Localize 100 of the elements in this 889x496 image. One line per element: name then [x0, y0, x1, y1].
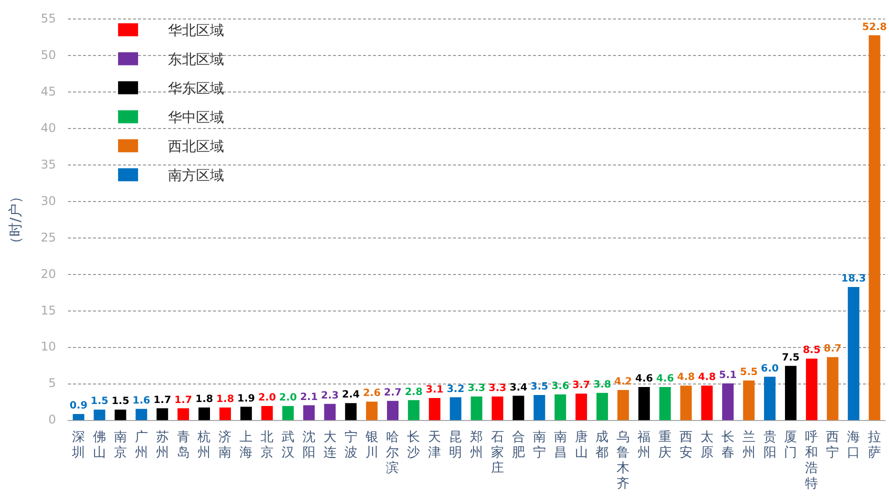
y-tick-label: 5: [48, 376, 56, 390]
legend-label: 南方区域: [168, 168, 224, 184]
bar: [303, 405, 315, 420]
x-tick-label: 成都: [596, 430, 609, 460]
x-tick-label: 广州: [134, 430, 148, 460]
bar: [324, 404, 336, 420]
y-axis-title: （时/户）: [8, 190, 24, 250]
bar: [868, 35, 880, 420]
bar: [94, 410, 106, 420]
data-label: 8.7: [824, 344, 842, 355]
x-tick-label: 太原: [700, 430, 714, 460]
data-label: 3.3: [488, 383, 506, 394]
y-tick-label: 10: [40, 340, 56, 354]
bar: [450, 397, 462, 420]
bar: [386, 400, 399, 420]
x-tick-label: 呼和浩特: [805, 430, 818, 492]
bar: [512, 396, 524, 420]
bar: [806, 358, 818, 420]
data-label: 3.3: [468, 383, 486, 394]
x-tick-label: 福州: [638, 430, 651, 460]
x-tick-label: 拉萨: [868, 430, 882, 460]
legend-label: 华东区域: [168, 80, 224, 97]
legend-label: 东北区域: [168, 52, 224, 68]
bar: [848, 287, 860, 420]
data-label: 4.6: [656, 374, 674, 385]
y-tick-label: 30: [40, 194, 56, 208]
bar: [680, 386, 692, 420]
y-tick-label: 45: [40, 84, 56, 98]
bar: [156, 408, 168, 420]
data-label: 18.3: [841, 274, 866, 285]
bar: [617, 390, 629, 420]
bar: [826, 357, 838, 420]
x-tick-label: 佛山: [92, 430, 106, 460]
legend-label: 华中区域: [168, 110, 224, 126]
data-label: 4.8: [698, 372, 716, 384]
x-tick-label: 唐山: [574, 430, 588, 460]
x-tick-label: 宁波: [344, 428, 358, 460]
x-tick-label: 长沙: [407, 430, 420, 460]
data-label: 3.7: [572, 380, 590, 392]
bar: [596, 392, 608, 420]
data-label: 1.8: [195, 394, 214, 406]
data-label: 1.7: [153, 394, 172, 406]
y-tick-label: 25: [40, 230, 56, 244]
data-label: 4.8: [677, 372, 695, 384]
bar: [701, 386, 713, 420]
data-label: 3.8: [593, 379, 612, 390]
x-tick-label: 兰州: [742, 430, 756, 460]
x-tick-label: 武汉: [282, 430, 295, 460]
data-label: 1.8: [216, 394, 234, 406]
bar: [428, 398, 440, 420]
data-label: 2.1: [300, 392, 318, 403]
bar: [178, 408, 190, 420]
x-tick-label: 苏州: [156, 430, 169, 460]
bar: [554, 394, 566, 420]
x-tick-label: 青岛: [176, 430, 190, 460]
x-tick-label: 天津: [428, 430, 442, 460]
data-label: 4.6: [635, 374, 654, 385]
data-label: 3.4: [510, 382, 528, 394]
bar: [136, 408, 148, 420]
data-label: 3.5: [530, 382, 548, 393]
x-tick-label: 西宁: [826, 430, 840, 460]
data-label: 3.2: [446, 384, 464, 395]
x-tick-label: 乌鲁木齐: [616, 430, 630, 492]
x-tick-label: 长春: [721, 430, 734, 460]
data-label: 3.6: [551, 380, 570, 392]
x-tick-label: 厦门: [784, 430, 798, 460]
x-tick-label: 南宁: [532, 430, 546, 460]
data-label: 5.1: [719, 370, 737, 381]
bar: [534, 395, 546, 420]
bar: [638, 387, 650, 420]
data-label: 0.9: [70, 400, 88, 412]
data-label: 1.6: [132, 396, 150, 407]
data-label: 2.8: [404, 386, 423, 398]
data-label: 52.8: [862, 22, 887, 33]
x-tick-label: 西安: [680, 430, 693, 460]
x-tick-label: 哈尔滨: [386, 430, 400, 476]
bar: [114, 410, 126, 420]
bar: [659, 387, 671, 420]
bar: [366, 402, 378, 420]
bar: [576, 394, 588, 420]
y-tick-label: 20: [40, 266, 56, 281]
x-tick-label: 海口: [847, 430, 860, 460]
bar: [743, 380, 755, 420]
data-label: 4.2: [614, 376, 632, 388]
x-tick-label: 贵阳: [763, 430, 776, 460]
x-tick-label: 北京: [260, 430, 274, 460]
data-label: 2.6: [362, 388, 381, 400]
x-tick-label: 沈阳: [302, 430, 316, 460]
bar: [722, 383, 734, 420]
y-tick-label: 40: [40, 120, 56, 135]
bar: [219, 407, 231, 420]
legend-label: 西北区域: [168, 138, 224, 155]
y-tick-label: 55: [40, 11, 56, 26]
data-label: 6.0: [760, 363, 779, 374]
x-tick-label: 石家庄: [490, 430, 504, 476]
y-tick-label: 0: [48, 412, 56, 427]
data-label: 2.0: [258, 392, 276, 404]
x-tick-label: 银川: [364, 430, 378, 460]
x-tick-label: 昆明: [449, 430, 462, 460]
bar: [345, 403, 357, 420]
